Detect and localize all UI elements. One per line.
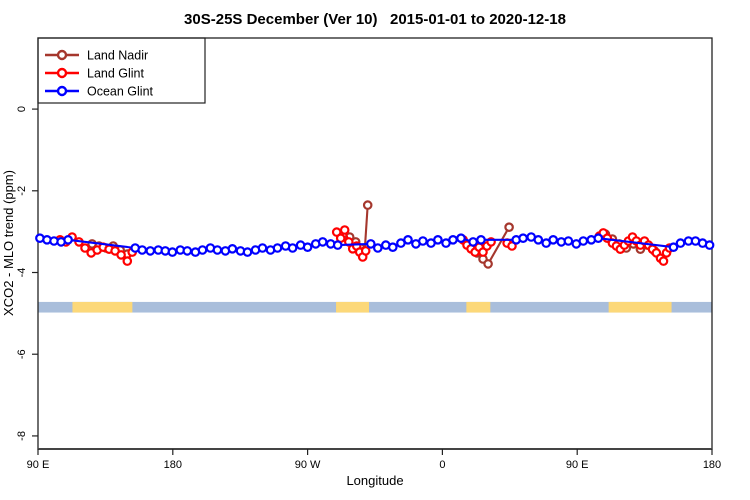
x-tick-label: 90 W [295, 459, 321, 471]
data-point-ocean-glint [418, 236, 428, 246]
data-point-land-nadir [483, 259, 493, 269]
data-point-land-glint [339, 225, 350, 235]
y-tick-label: 0 [16, 106, 28, 112]
data-point-land-nadir [504, 222, 514, 233]
data-point-ocean-glint [137, 245, 148, 255]
y-tick-label: -2 [16, 186, 28, 196]
data-point-ocean-glint [63, 235, 73, 245]
data-point-land-nadir [362, 200, 373, 210]
legend: Land Nadir Land Glint Ocean Glint [37, 37, 206, 104]
series-land-nadir [87, 200, 660, 269]
data-point-ocean-glint [704, 240, 715, 250]
data-point-ocean-glint [387, 242, 398, 253]
data-point-ocean-glint [365, 239, 376, 249]
plot-area: 90 E 180 90 W 0 90 E 180 0 -2 -4 -6 -8 [16, 37, 721, 471]
legend-marker-ocean-glint-icon [56, 85, 68, 97]
surface-band-land-segment [466, 301, 491, 313]
data-point-ocean-glint [182, 246, 193, 256]
data-point-ocean-glint [518, 233, 528, 244]
data-point-land-glint [80, 243, 90, 253]
x-tick-label: 180 [703, 459, 721, 471]
data-point-ocean-glint [563, 236, 574, 246]
data-point-ocean-glint [272, 243, 283, 253]
data-point-ocean-glint [668, 242, 679, 253]
data-point-ocean-glint [403, 235, 413, 245]
data-point-land-glint [116, 250, 126, 260]
x-tick-label: 0 [439, 459, 445, 471]
x-axis-label: Longitude [346, 473, 403, 488]
x-tick-label: 90 E [566, 459, 589, 471]
data-point-ocean-glint [548, 235, 559, 245]
data-point-ocean-glint [468, 237, 478, 247]
legend-item-land-nadir: Land Nadir [45, 49, 148, 63]
chart-title: 30S-25S December (Ver 10) 2015-01-01 to … [184, 11, 566, 28]
legend-box [37, 37, 206, 104]
data-point-ocean-glint [145, 246, 156, 256]
x-tick-label: 90 E [27, 459, 50, 471]
y-axis-label: XCO2 - MLO trend (ppm) [1, 170, 16, 316]
data-point-ocean-glint [593, 233, 604, 244]
legend-marker-land-glint-icon [56, 67, 68, 79]
y-tick-label: -8 [16, 431, 28, 441]
legend-label: Ocean Glint [87, 85, 154, 99]
data-point-ocean-glint [476, 235, 486, 245]
data-point-ocean-glint [227, 244, 238, 254]
series-ocean-glint [35, 232, 715, 257]
data-point-land-glint [360, 246, 371, 256]
legend-item-land-glint: Land Glint [45, 67, 145, 81]
y-tick-label: -4 [16, 268, 28, 278]
data-point-ocean-glint [448, 235, 458, 245]
data-point-ocean-glint [332, 240, 343, 250]
data-point-ocean-glint [578, 236, 589, 246]
data-point-ocean-glint [302, 242, 313, 253]
data-point-ocean-glint [197, 245, 208, 255]
y-tick-label: -6 [16, 349, 28, 359]
surface-band-ocean [38, 301, 712, 313]
legend-item-ocean-glint: Ocean Glint [45, 85, 154, 99]
data-point-ocean-glint [167, 247, 178, 257]
series-land-glint [55, 225, 675, 266]
data-point-ocean-glint [317, 237, 328, 247]
data-point-land-glint [658, 256, 669, 266]
surface-band-land-segment [72, 301, 133, 313]
data-point-ocean-glint [456, 233, 466, 244]
data-point-ocean-glint [212, 245, 223, 255]
data-point-land-glint [122, 256, 133, 266]
surface-band-land-segment [608, 301, 672, 313]
data-point-ocean-glint [257, 243, 268, 253]
surface-band-land-segment [336, 301, 370, 313]
legend-marker-land-nadir-icon [56, 49, 68, 61]
data-point-ocean-glint [372, 243, 383, 253]
data-point-land-glint [507, 241, 517, 251]
data-point-ocean-glint [287, 243, 298, 253]
x-tick-label: 180 [164, 459, 182, 471]
data-point-ocean-glint [675, 238, 686, 248]
data-point-ocean-glint [533, 235, 544, 245]
data-point-ocean-glint [242, 247, 253, 257]
legend-label: Land Nadir [87, 49, 148, 63]
data-point-ocean-glint [433, 235, 443, 245]
legend-label: Land Glint [87, 67, 145, 81]
